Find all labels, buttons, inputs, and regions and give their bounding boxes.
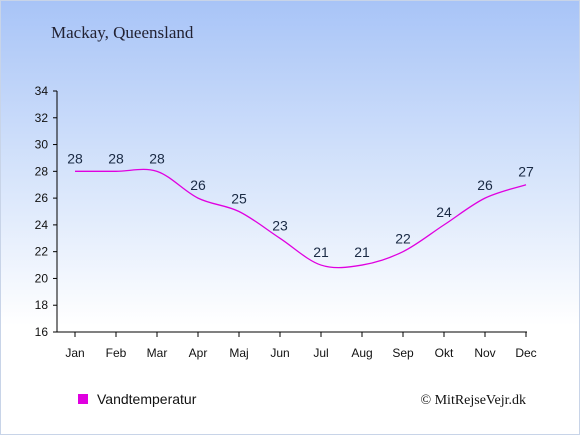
series-line-vandtemperatur	[74, 168, 527, 269]
x-tick-label: Okt	[435, 346, 454, 360]
data-label: 23	[272, 217, 288, 233]
chart-title: Mackay, Queensland	[51, 23, 194, 42]
x-tick-label: Feb	[106, 346, 127, 360]
legend-swatch	[78, 394, 88, 404]
data-label: 22	[395, 231, 411, 247]
data-label: 28	[67, 150, 83, 166]
y-tick-label: 22	[35, 245, 49, 259]
y-tick-label: 16	[35, 325, 49, 339]
x-tick-label: Maj	[229, 346, 248, 360]
series-layer	[74, 168, 527, 269]
x-tick-label: Jun	[270, 346, 289, 360]
data-label: 28	[108, 150, 124, 166]
y-tick-label: 30	[35, 138, 49, 152]
y-tick-label: 28	[35, 164, 49, 178]
y-tick-label: 24	[35, 218, 49, 232]
legend-label: Vandtemperatur	[97, 391, 197, 407]
y-tick-label: 34	[35, 84, 49, 98]
copyright-text: © MitRejseVejr.dk	[420, 393, 526, 408]
axes: 16 18 20 22 24 26 28 30 32 34 Jan Feb Mar Apr Maj Jun Ju…	[35, 84, 537, 360]
data-label: 26	[190, 177, 206, 193]
x-tick-label: Sep	[392, 346, 414, 360]
x-tick-label: Jan	[65, 346, 84, 360]
data-label: 28	[149, 150, 165, 166]
data-label: 26	[477, 177, 493, 193]
x-tick-label: Mar	[147, 346, 168, 360]
data-label: 24	[436, 204, 452, 220]
data-label: 27	[518, 164, 534, 180]
y-tick-label: 20	[35, 271, 49, 285]
y-tick-label: 18	[35, 298, 49, 312]
data-label: 25	[231, 191, 247, 207]
y-tick-label: 32	[35, 111, 49, 125]
y-tick-label: 26	[35, 191, 49, 205]
data-label: 21	[313, 244, 329, 260]
x-tick-label: Apr	[189, 346, 208, 360]
data-label: 21	[354, 244, 370, 260]
x-tick-label: Jul	[313, 346, 328, 360]
x-tick-label: Dec	[515, 346, 536, 360]
x-tick-label: Nov	[474, 346, 495, 360]
data-labels-layer: 28 28 28 26 25 23 21 21 22 24 26 27	[67, 150, 534, 260]
x-tick-label: Aug	[351, 346, 372, 360]
